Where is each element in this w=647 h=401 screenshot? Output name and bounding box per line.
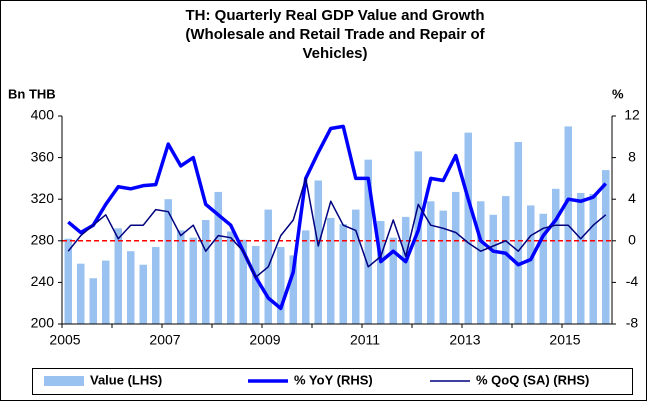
chart-title: TH: Quarterly Real GDP Value and Growth — [186, 7, 485, 24]
bar — [289, 255, 297, 324]
legend-label: % YoY (RHS) — [294, 372, 373, 387]
y-tick-label: 280 — [31, 232, 55, 248]
bar — [402, 216, 410, 324]
bar — [552, 188, 560, 324]
bar — [314, 180, 322, 324]
bar — [177, 230, 185, 324]
bar — [114, 228, 122, 324]
y-tick-label: 240 — [31, 273, 55, 289]
bar — [539, 213, 547, 324]
bar — [589, 194, 597, 324]
bar — [227, 231, 235, 324]
bar — [527, 205, 535, 324]
y-tick-label: 320 — [31, 190, 55, 206]
bar — [252, 246, 260, 324]
x-tick-label: 2015 — [549, 332, 580, 348]
bar — [477, 201, 485, 324]
bar — [127, 251, 135, 324]
bar — [427, 201, 435, 324]
bar — [64, 238, 72, 324]
y2-tick-label: 12 — [624, 107, 640, 123]
x-tick-label: 2007 — [149, 332, 180, 348]
legend-label: % QoQ (SA) (RHS) — [476, 372, 589, 387]
line — [67, 124, 608, 311]
y2-tick-label: -8 — [626, 315, 639, 331]
bar — [389, 237, 397, 324]
bar — [377, 221, 385, 324]
bar — [152, 247, 160, 324]
y2-tick-label: 4 — [628, 190, 636, 206]
bar — [102, 260, 110, 324]
y2-axis-label: % — [612, 86, 624, 101]
bar — [277, 247, 285, 324]
bar — [164, 199, 172, 324]
bar — [302, 230, 310, 324]
bar — [339, 224, 347, 324]
bar — [577, 192, 585, 324]
x-tick-label: 2011 — [350, 332, 380, 348]
bar — [489, 214, 497, 324]
bar — [414, 151, 422, 324]
y2-tick-label: 8 — [628, 148, 636, 164]
legend-swatch — [44, 376, 84, 386]
bar — [464, 132, 472, 324]
y-tick-label: 400 — [31, 107, 55, 123]
bar — [202, 220, 210, 324]
bar — [89, 278, 97, 324]
chart-title: (Wholesale and Retail Trade and Repair o… — [185, 26, 485, 43]
bar — [514, 142, 522, 324]
line — [67, 177, 607, 278]
y2-tick-label: 0 — [628, 232, 636, 248]
bar — [327, 217, 335, 324]
y-tick-label: 200 — [31, 315, 55, 331]
bar — [77, 263, 85, 324]
bar — [439, 210, 447, 324]
x-tick-label: 2013 — [449, 332, 480, 348]
bar — [452, 191, 460, 324]
bar — [239, 239, 247, 324]
chart-title: Vehicles) — [302, 45, 367, 62]
bar — [502, 196, 510, 324]
legend — [32, 368, 633, 395]
y2-tick-label: -4 — [626, 273, 639, 289]
legend-label: Value (LHS) — [90, 372, 162, 387]
x-tick-label: 2009 — [249, 332, 280, 348]
bar — [364, 159, 372, 324]
x-tick-label: 2005 — [49, 332, 80, 348]
bar — [139, 264, 147, 324]
y-tick-label: 360 — [31, 148, 55, 164]
bar — [214, 191, 222, 324]
bar — [189, 237, 197, 324]
bar — [602, 170, 610, 324]
y-axis-label: Bn THB — [8, 86, 56, 101]
bar — [352, 209, 360, 324]
